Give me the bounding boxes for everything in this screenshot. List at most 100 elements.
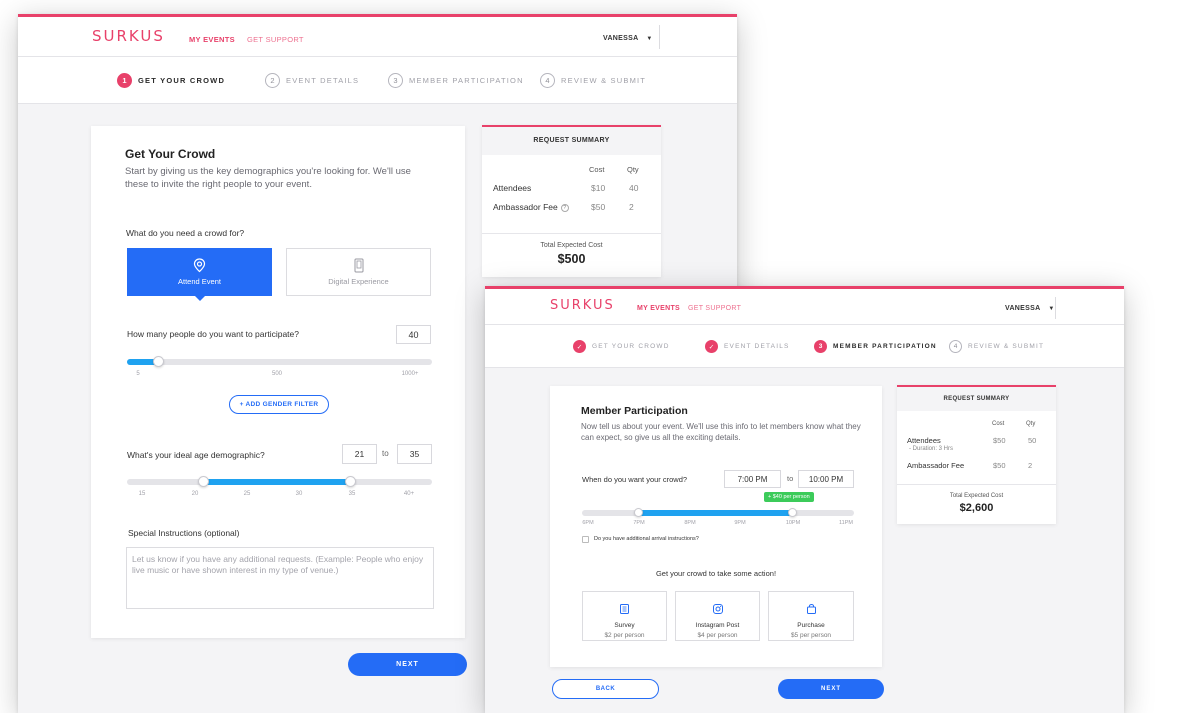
age-to-label: to [382,449,389,458]
user-menu[interactable]: VANESSA ▼ [603,35,653,42]
selected-pointer [195,296,205,301]
instagram-post-action-card[interactable]: Instagram Post $4 per person [675,591,760,641]
instructions-label: Special Instructions (optional) [128,528,240,538]
people-question: How many people do you want to participa… [127,329,299,339]
summary-ambassador-cost: $50 [591,202,606,212]
page-title: Get Your Crowd [125,147,216,161]
back-button[interactable]: BACK [552,679,659,699]
tick-label: 15 [138,491,146,497]
check-icon: ✓ [705,340,718,353]
nav-my-events[interactable]: MY EVENTS [637,305,681,312]
step-get-your-crowd[interactable]: 1 GET YOUR CROWD [117,73,225,88]
tick-label: 30 [295,491,303,497]
member-participation-window: SURKUS MY EVENTS GET SUPPORT VANESSA ▼ ✓ … [485,286,1124,713]
intro-text: Now tell us about your event. We'll use … [581,422,861,442]
tick-label: 6PM [582,520,594,526]
age-min-input[interactable]: 21 [342,444,377,464]
action-title: Purchase [797,622,825,629]
age-max-handle[interactable] [345,476,356,487]
request-summary-panel: REQUEST SUMMARY Cost Qty Attendees $10 4… [482,125,661,277]
instructions-textarea[interactable]: Let us know if you have any additional r… [126,547,434,609]
step-label: EVENT DETAILS [724,343,790,350]
surkus-logo[interactable]: SURKUS [92,27,165,45]
age-max-input[interactable]: 35 [397,444,432,464]
action-price: $2 per person [604,632,645,639]
summary-title: REQUEST SUMMARY [482,127,661,155]
summary-ambassador-qty: 2 [629,202,634,212]
tick-label: 500 [271,371,283,377]
arrival-instructions-label: Do you have additional arrival instructi… [594,536,699,542]
start-time-input[interactable]: 7:00 PM [724,470,781,488]
people-slider-handle[interactable] [153,356,164,367]
summary-title: REQUEST SUMMARY [897,387,1056,411]
step-review-submit[interactable]: 4 REVIEW & SUBMIT [949,340,1044,353]
step-review-submit[interactable]: 4 REVIEW & SUBMIT [540,73,646,88]
qty-header: Qty [1026,421,1036,427]
action-price: $4 per person [697,632,738,639]
time-end-handle[interactable] [788,508,797,517]
survey-action-card[interactable]: Survey $2 per person [582,591,667,641]
tick-label: 25 [243,491,251,497]
tick-label: 20 [191,491,199,497]
shopping-bag-icon [806,604,816,614]
intro-text: Start by giving us the key demographics … [125,166,411,190]
survey-icon [620,604,629,614]
age-range-slider[interactable] [127,476,432,487]
time-range-slider[interactable] [582,508,854,517]
qty-header: Qty [627,165,639,174]
next-button[interactable]: NEXT [778,679,884,699]
tick-label: 7PM [633,520,645,526]
user-menu[interactable]: VANESSA ▼ [1005,305,1055,312]
surkus-logo[interactable]: SURKUS [550,298,615,313]
summary-attendees-label: Attendees [907,436,941,445]
extra-cost-badge: + $40 per person [764,492,814,502]
summary-ambassador-row: Ambassador Fee? [493,202,569,212]
step-event-details[interactable]: 2 EVENT DETAILS [265,73,359,88]
caret-down-icon: ▼ [1048,306,1055,312]
action-title: Survey [614,622,635,629]
tick-label: 9PM [734,520,746,526]
step-member-participation[interactable]: 3 MEMBER PARTICIPATION [814,340,937,353]
step-label: MEMBER PARTICIPATION [409,76,524,85]
nav-my-events[interactable]: MY EVENTS [189,35,235,44]
check-icon: ✓ [573,340,586,353]
tick-label: 8PM [684,520,696,526]
option-label: Digital Experience [328,277,389,286]
age-min-handle[interactable] [198,476,209,487]
tick-label: 40+ [403,491,415,497]
digital-experience-option[interactable]: Digital Experience [286,248,431,296]
progress-steps: 1 GET YOUR CROWD 2 EVENT DETAILS 3 MEMBE… [18,57,737,104]
summary-duration: - Duration: 3 Hrs [909,446,954,452]
summary-ambassador-cost: $50 [993,461,1006,470]
total-label: Total Expected Cost [540,242,603,249]
tick-label: 11PM [839,520,853,526]
arrival-instructions-checkbox[interactable] [582,536,589,543]
end-time-input[interactable]: 10:00 PM [798,470,854,488]
nav-get-support[interactable]: GET SUPPORT [247,35,304,44]
user-name: VANESSA [1005,305,1041,312]
summary-attendees-qty: 50 [1028,436,1037,445]
tick-label: 1000+ [401,371,419,377]
tick-label: 5 [136,371,140,377]
nav-get-support[interactable]: GET SUPPORT [688,305,742,312]
time-to-label: to [787,474,794,483]
people-slider[interactable] [127,356,432,367]
action-prompt: Get your crowd to take some action! [655,569,777,578]
people-count-input[interactable]: 40 [396,325,431,344]
next-button[interactable]: NEXT [348,653,467,676]
request-summary-panel: REQUEST SUMMARY Cost Qty Attendees - Dur… [897,385,1056,524]
attend-event-option[interactable]: Attend Event [127,248,272,301]
step-number: 4 [540,73,555,88]
purchase-action-card[interactable]: Purchase $5 per person [768,591,854,641]
instagram-icon [712,604,723,614]
time-start-handle[interactable] [634,508,643,517]
step-event-details[interactable]: ✓ EVENT DETAILS [705,340,790,353]
page-title: Member Participation [581,405,688,417]
add-gender-filter-button[interactable]: + ADD GENDER FILTER [229,395,329,414]
info-icon[interactable]: ? [560,203,569,212]
summary-attendees-qty: 40 [629,183,639,193]
summary-attendees-cost: $50 [993,436,1006,445]
step-get-your-crowd[interactable]: ✓ GET YOUR CROWD [573,340,670,353]
step-number: 2 [265,73,280,88]
step-member-participation[interactable]: 3 MEMBER PARTICIPATION [388,73,524,88]
